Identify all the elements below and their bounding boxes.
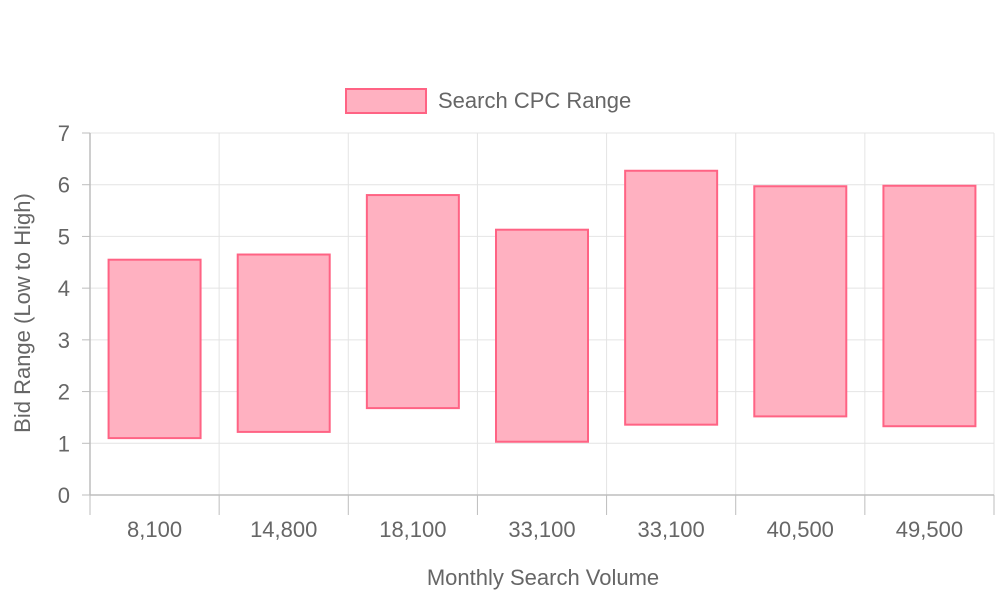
y-axis-title: Bid Range (Low to High) — [10, 193, 35, 433]
y-tick-label: 5 — [58, 224, 70, 249]
range-bar — [365, 194, 460, 410]
y-tick-label: 7 — [58, 121, 70, 146]
range-bar — [624, 169, 719, 426]
y-tick-label: 4 — [58, 276, 70, 301]
x-tick-label: 33,100 — [508, 517, 575, 542]
x-tick-label: 18,100 — [379, 517, 446, 542]
x-tick-label: 8,100 — [127, 517, 182, 542]
legend[interactable]: Search CPC Range — [345, 88, 631, 114]
legend-swatch[interactable] — [345, 88, 427, 114]
range-bar — [753, 185, 848, 418]
axes — [82, 132, 995, 515]
y-tick-label: 1 — [58, 431, 70, 456]
x-tick-label: 33,100 — [637, 517, 704, 542]
range-bar — [882, 184, 977, 428]
y-tick-label: 3 — [58, 328, 70, 353]
range-bar — [107, 258, 202, 440]
x-tick-label: 14,800 — [250, 517, 317, 542]
legend-label[interactable]: Search CPC Range — [438, 88, 631, 113]
x-tick-label: 40,500 — [767, 517, 834, 542]
y-tick-label: 6 — [58, 173, 70, 198]
y-tick-label: 2 — [58, 380, 70, 405]
y-tick-label: 0 — [58, 483, 70, 508]
x-axis-title: Monthly Search Volume — [427, 565, 659, 590]
x-tick-label: 49,500 — [896, 517, 963, 542]
tick-labels: 0 1 2 3 4 5 6 7 8,100 14,800 18,100 33,100 33,100 40,… — [58, 121, 963, 542]
bars — [107, 169, 977, 443]
range-bar — [236, 253, 331, 433]
range-bar — [495, 228, 589, 443]
